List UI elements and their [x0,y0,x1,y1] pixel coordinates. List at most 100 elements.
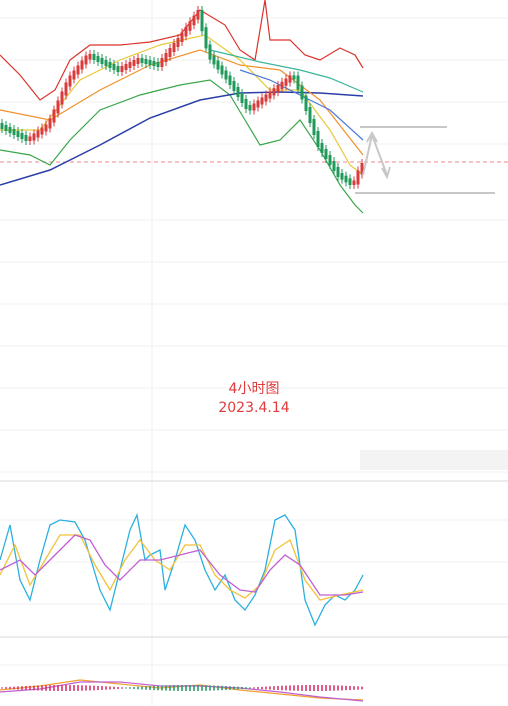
candle-body [192,15,196,26]
macd-bar [141,686,143,690]
candle-body [164,53,168,62]
candle-body [48,118,52,129]
candle-body [292,75,296,80]
candle-body [56,100,60,114]
candle-body [284,78,288,86]
candle-body [8,127,12,133]
candle-body [152,61,156,66]
macd-bar [153,685,155,691]
candle-body [320,143,324,153]
macd-bar [317,685,319,691]
macd-bar [9,686,11,690]
candle-body [40,127,44,135]
macd-bar [281,685,283,691]
macd-bar [149,686,151,690]
candle-body [124,64,128,70]
candle-body [12,129,16,135]
candle-body [44,124,48,132]
macd-bar [5,687,7,689]
macd-bar [97,685,99,691]
candle-body [148,60,152,65]
macd-bar [205,685,207,691]
candle-body [248,105,252,111]
candle-body [272,88,276,96]
candle-body [140,58,144,63]
macd-bar [233,686,235,690]
candle-body [356,170,360,185]
macd-bar [105,686,107,690]
candle-body [196,10,200,20]
macd-bar [85,685,87,691]
candle-body [308,107,312,123]
macd-bar [165,685,167,691]
macd-bar [293,685,295,691]
candle-body [76,65,80,75]
macd-bar [173,685,175,691]
macd-bar [209,685,211,691]
macd-bar [345,685,347,691]
macd-bar [137,686,139,690]
candle-body [92,54,96,60]
macd-bar [129,687,131,689]
macd-bar [29,685,31,691]
candle-body [120,66,124,72]
macd-bar [125,687,127,689]
macd-bar [197,685,199,691]
candle-body [184,26,188,37]
candle-body [60,91,64,105]
macd-bar [273,686,275,690]
macd-bar [41,685,43,691]
candle-body [72,70,76,80]
candle-body [80,60,84,70]
candle-body [324,149,328,159]
macd-bar [245,687,247,689]
macd-bar [81,685,83,691]
macd-bar [201,685,203,691]
candle-body [64,82,68,96]
macd-bar [333,685,335,691]
macd-bar [69,685,71,691]
macd-bar [289,685,291,691]
candle-body [36,130,40,138]
macd-bar [357,686,359,690]
macd-bar [17,686,19,690]
candle-body [156,62,160,67]
candle-body [216,60,220,70]
macd-bar [113,686,115,690]
projection [355,126,495,194]
macd-bar [269,686,271,690]
macd-bar [265,686,267,690]
candle-body [128,62,132,68]
candle-body [188,21,192,31]
macd-bar [157,685,159,691]
macd-bar [61,685,63,691]
macd-bar [145,686,147,690]
macd-bar [117,687,119,689]
macd-bar [189,685,191,691]
macd-bar [321,685,323,691]
candle-body [96,56,100,62]
candle-body [84,55,88,65]
candle-body [312,119,316,135]
macd-bar [329,685,331,691]
candle-body [360,163,364,175]
macd-bar [1,687,3,689]
macd-bar [177,685,179,691]
macd-bar [161,685,163,691]
candle-body [116,66,120,72]
candle-body [144,59,148,64]
annotation-title: 4小时图 [228,381,280,397]
macd-bar [185,685,187,691]
macd-bar [133,686,135,690]
candle-body [108,62,112,68]
macd-bar [33,685,35,691]
indicator-lines [0,0,364,214]
candle-body [28,136,32,141]
macd-bar [253,687,255,689]
candle-body [300,85,304,100]
macd-bar [309,685,311,691]
candle-body [336,167,340,177]
candle-body [236,87,240,97]
macd-bar [13,686,15,690]
